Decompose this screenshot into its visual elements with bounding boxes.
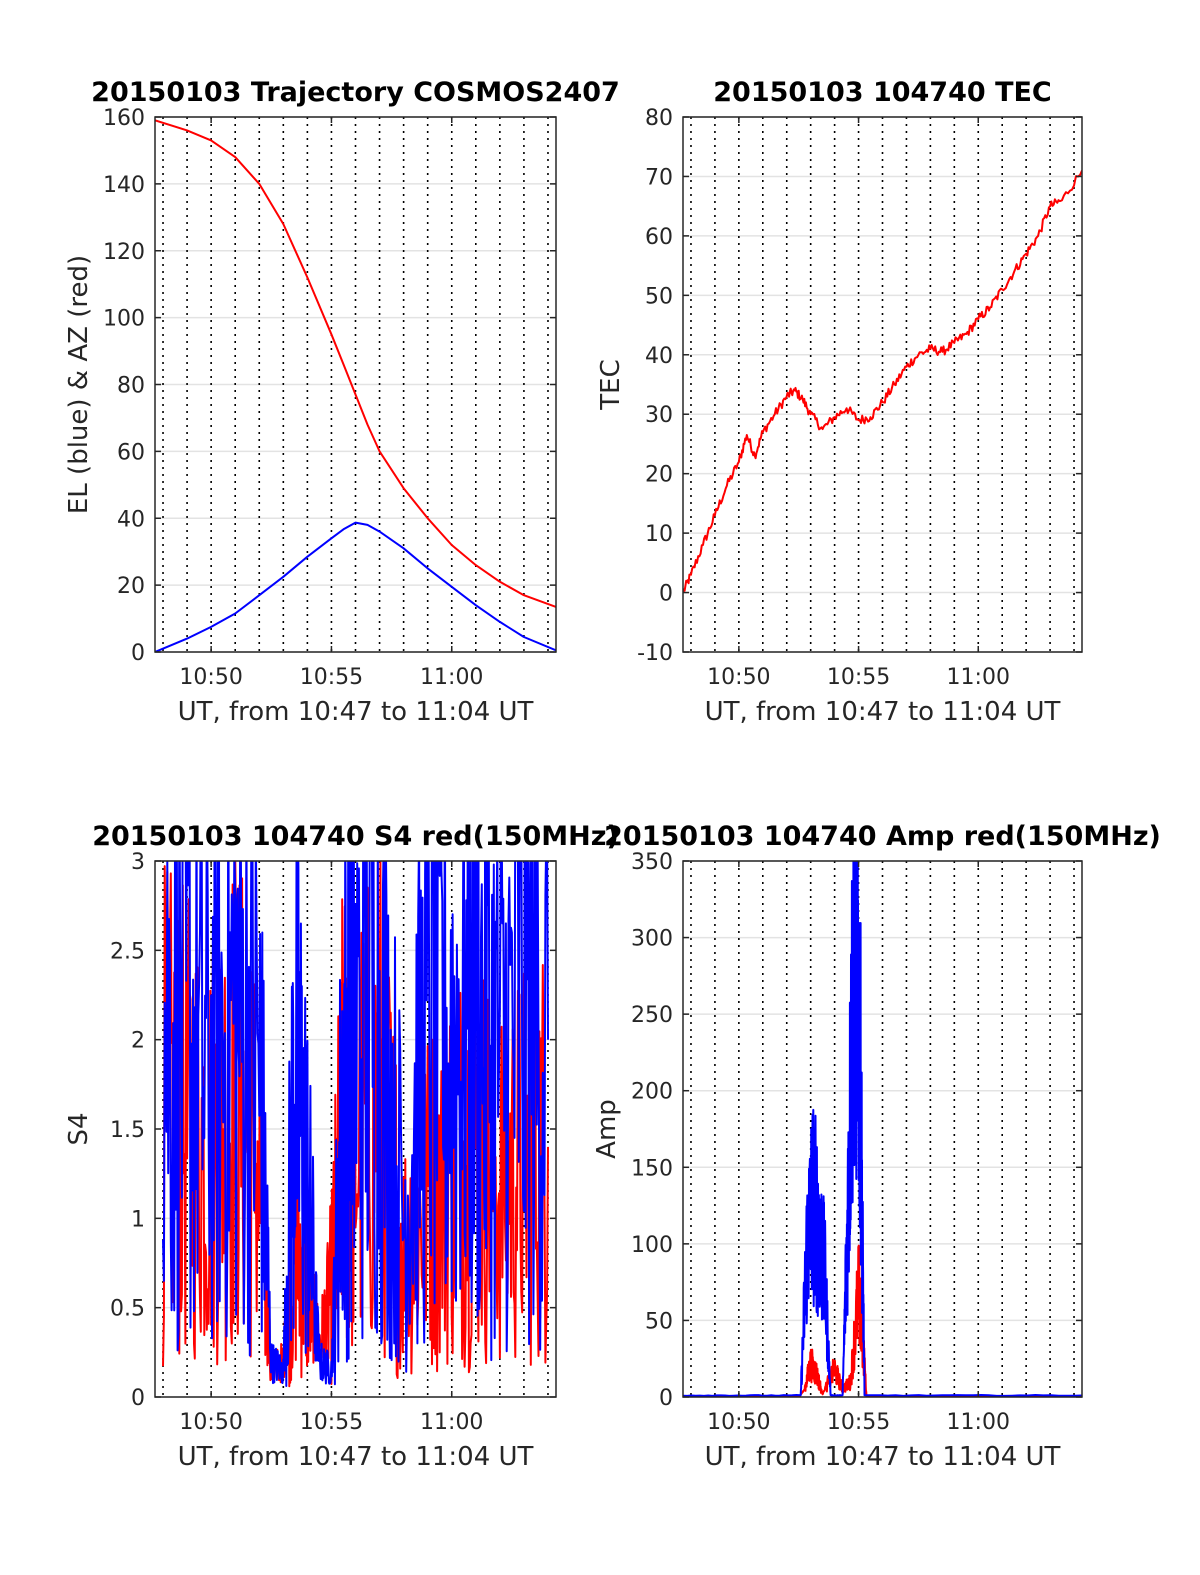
amp-xlabel: UT, from 10:47 to 11:04 UT [705,1442,1061,1472]
trajectory-ytick-label-8: 160 [103,106,145,131]
trajectory-ytick-label-1: 20 [117,574,145,599]
trajectory-series-1 [155,521,556,652]
trajectory-ytick-label-4: 80 [117,374,145,399]
s4-xtick-label-2: 11:00 [420,1410,483,1435]
trajectory-ytick-label-6: 120 [103,240,145,265]
trajectory-xtick-label-1: 10:55 [300,665,363,690]
amp-ytick-label-2: 100 [631,1233,673,1258]
trajectory-title: 20150103 Trajectory COSMOS2407 [91,77,620,108]
s4-series-1 [162,861,549,1387]
tec-title: 20150103 104740 TEC [713,77,1052,108]
amp-xtick-label-1: 10:55 [827,1410,890,1435]
amp-series-0 [683,1244,1082,1397]
tec-chart: -10 0 10 20 30 40 50 60 70 80 10:50 10:55 11:00 20150… [596,77,1083,727]
tec-ytick-label-1: 0 [659,582,673,607]
amp-ylabel: Amp [592,1099,622,1159]
amp-ytick-label-7: 350 [631,850,673,875]
s4-chart: 0 0.5 1 1.5 2 2.5 3 10:50 10:55 11:00 20150103 104… [64,821,619,1472]
trajectory-xtick-label-2: 11:00 [420,665,483,690]
tec-ytick-label-3: 20 [645,463,673,488]
tec-ytick-label-9: 80 [645,106,673,131]
tec-axes-frame [682,116,1083,653]
s4-title: 20150103 104740 S4 red(150MHz) [92,821,619,852]
s4-ytick-label-4: 2 [131,1029,145,1054]
trajectory-ytick-label-3: 60 [117,440,145,465]
trajectory-series-0 [155,119,556,608]
tec-ytick-label-5: 40 [645,344,673,369]
s4-ytick-label-3: 1.5 [110,1118,145,1143]
trajectory-ytick-label-5: 100 [103,307,145,332]
amp-title: 20150103 104740 Amp red(150MHz) [604,821,1161,852]
tec-ytick-label-6: 50 [645,284,673,309]
tec-ytick-label-2: 10 [645,522,673,547]
tec-xlabel: UT, from 10:47 to 11:04 UT [705,697,1061,727]
trajectory-ylabel: EL (blue) & AZ (red) [64,255,94,514]
amp-xtick-label-0: 10:50 [707,1410,770,1435]
tec-ylabel: TEC [596,359,626,410]
trajectory-ytick-label-2: 40 [117,507,145,532]
s4-ytick-label-5: 2.5 [110,939,145,964]
amp-chart: 0 50 100 150 200 250 300 350 10:50 10:55 11:00 2015… [592,821,1161,1472]
amp-axes-frame [682,860,1083,1398]
tec-series-0 [683,170,1082,593]
s4-ytick-label-1: 0.5 [110,1297,145,1322]
trajectory-ytick-label-7: 140 [103,173,145,198]
amp-ytick-label-3: 150 [631,1156,673,1181]
trajectory-xtick-label-0: 10:50 [179,665,242,690]
tec-ytick-label-4: 30 [645,403,673,428]
amp-ytick-label-1: 50 [645,1309,673,1334]
amp-xtick-label-2: 11:00 [947,1410,1010,1435]
tec-xtick-label-2: 11:00 [947,665,1010,690]
trajectory-chart: 0 20 40 60 80 100 120 140 160 10:50 10:55 11:00 2015… [64,77,620,727]
amp-series-1 [683,861,1082,1397]
amp-ytick-label-6: 300 [631,927,673,952]
amp-ytick-label-4: 200 [631,1080,673,1105]
s4-xlabel: UT, from 10:47 to 11:04 UT [178,1442,534,1472]
tec-xtick-label-0: 10:50 [707,665,770,690]
trajectory-xlabel: UT, from 10:47 to 11:04 UT [178,697,534,727]
s4-xtick-label-0: 10:50 [179,1410,242,1435]
tec-ytick-label-7: 60 [645,225,673,250]
s4-ytick-label-0: 0 [131,1386,145,1411]
s4-ylabel: S4 [64,1112,94,1145]
s4-ytick-label-2: 1 [131,1207,145,1232]
tec-xtick-label-1: 10:55 [827,665,890,690]
s4-xtick-label-1: 10:55 [300,1410,363,1435]
s4-ytick-label-6: 3 [131,850,145,875]
tec-ytick-label-0: -10 [637,641,673,666]
trajectory-ytick-label-0: 0 [131,641,145,666]
tec-ytick-label-8: 70 [645,165,673,190]
amp-ytick-label-0: 0 [659,1386,673,1411]
amp-ytick-label-5: 250 [631,1003,673,1028]
